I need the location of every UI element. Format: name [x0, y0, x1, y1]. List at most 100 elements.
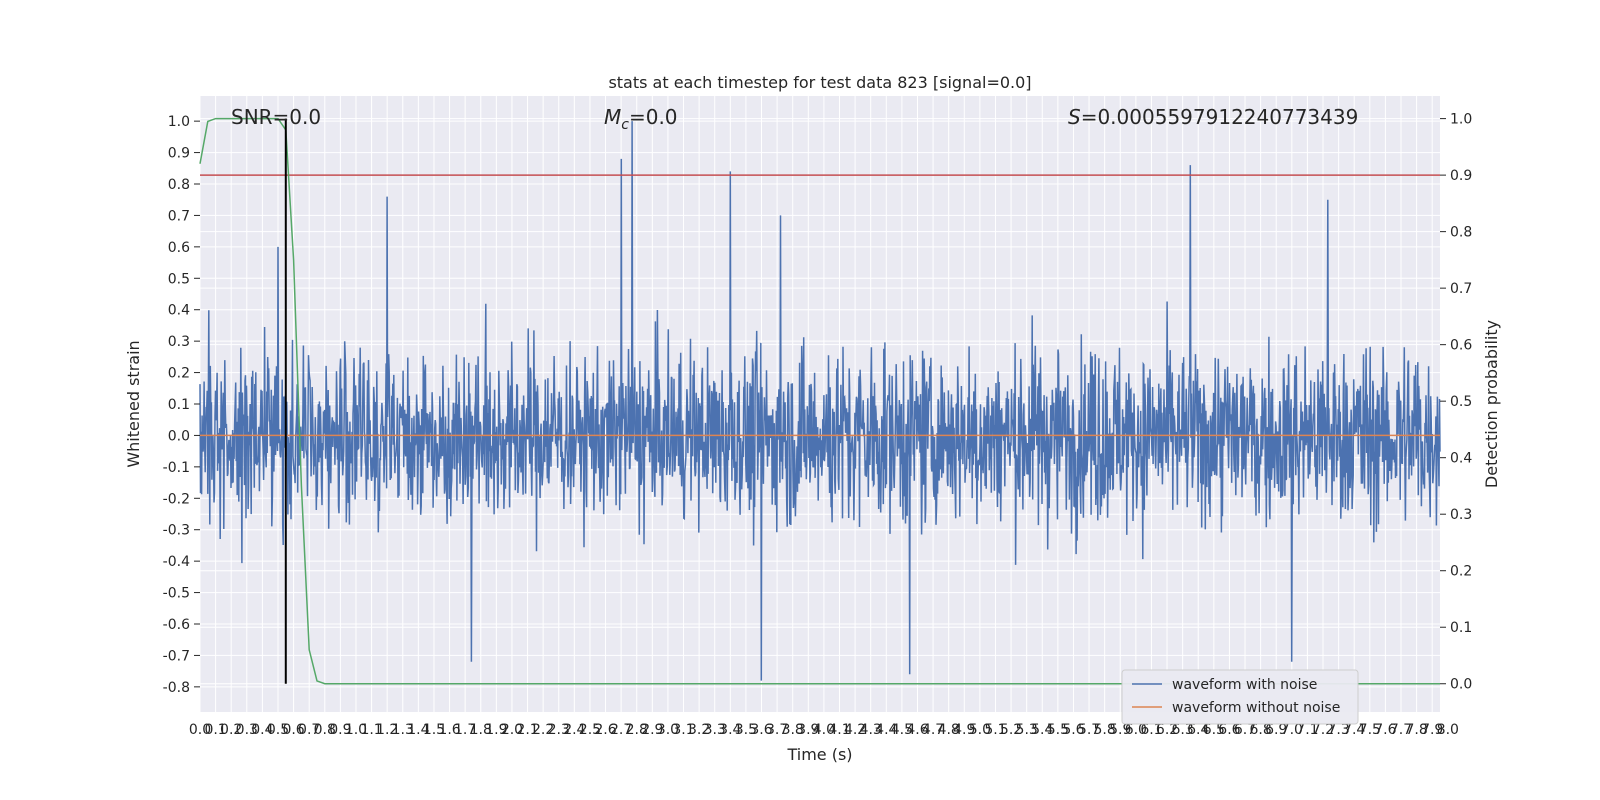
waveform-with-noise-line: [199, 121, 1441, 681]
y-tick-label: -0.6: [163, 617, 190, 633]
x-tick-label: 7.4: [1343, 722, 1365, 738]
x-tick-label: 3.2: [688, 722, 710, 738]
x-tick-label: 0.7: [298, 722, 320, 738]
x-tick-label: 5.6: [1062, 722, 1084, 738]
y2-tick-label: 0.3: [1450, 507, 1472, 523]
x-tick-label: 2.3: [548, 722, 570, 738]
x-tick-label: 1.8: [470, 722, 492, 738]
chart-title: stats at each timestep for test data 823…: [608, 73, 1031, 92]
x-tick-label: 0.9: [329, 722, 351, 738]
x-tick-label: 0.2: [220, 722, 242, 738]
x-tick-label: 2.7: [610, 722, 632, 738]
x-tick-label: 5.5: [1047, 722, 1069, 738]
x-tick-label: 3.5: [735, 722, 757, 738]
x-tick-label: 1.3: [392, 722, 414, 738]
x-tick-label: 4.8: [938, 722, 960, 738]
detection-probability-line: [199, 117, 1440, 685]
y-tick-label: -0.2: [163, 491, 190, 507]
y2-tick-label: 0.2: [1450, 564, 1472, 580]
x-tick-label: 4.0: [813, 722, 835, 738]
y-tick-label: 0.4: [168, 303, 190, 319]
legend-label-noise: waveform with noise: [1172, 677, 1317, 693]
x-tick-label: 6.3: [1172, 722, 1194, 738]
x-tick-label: 1.7: [454, 722, 476, 738]
x-tick-label: 3.9: [797, 722, 819, 738]
x-tick-label: 4.7: [922, 722, 944, 738]
y-tick-label: 0.8: [168, 177, 190, 193]
legend: waveform with noise waveform without noi…: [1121, 669, 1359, 725]
snr-annotation: SNR=0.0: [231, 105, 321, 129]
x-tick-label: 3.3: [704, 722, 726, 738]
x-tick-label: 6.7: [1234, 722, 1256, 738]
x-tick-label: 5.8: [1094, 722, 1116, 738]
x-tick-label: 2.0: [501, 722, 523, 738]
y-tick-label: -0.3: [163, 523, 190, 539]
x-tick-label: 5.2: [1000, 722, 1022, 738]
x-tick-label: 1.4: [407, 722, 429, 738]
y-tick-label: 0.9: [168, 146, 190, 162]
x-tick-label: 5.0: [969, 722, 991, 738]
chirp-mass-annotation: Mc=0.0: [604, 105, 678, 133]
x-tick-label: 7.9: [1421, 722, 1443, 738]
x-tick-label: 5.1: [984, 722, 1006, 738]
y-axis-label: Whitened strain: [124, 340, 143, 467]
x-tick-label: 0.6: [282, 722, 304, 738]
x-tick-label: 3.6: [750, 722, 772, 738]
tick-layer: 0.00.10.20.30.40.50.60.70.80.91.01.11.21…: [163, 112, 1473, 738]
x-tick-label: 0.1: [204, 722, 226, 738]
mc-value: =0.0: [629, 105, 678, 129]
y-tick-label: 0.6: [168, 240, 190, 256]
y-tick-label: 0.1: [168, 397, 190, 413]
x-tick-label: 7.3: [1327, 722, 1349, 738]
x-tick-label: 0.5: [267, 722, 289, 738]
x-axis-label: Time (s): [786, 745, 852, 764]
score-annotation: S=0.0005597912240773439: [1068, 105, 1358, 129]
mc-subscript: c: [621, 117, 629, 133]
x-tick-label: 3.0: [657, 722, 679, 738]
s-value: =0.0005597912240773439: [1081, 105, 1359, 129]
x-tick-label: 0.0: [189, 722, 211, 738]
x-tick-label: 6.2: [1156, 722, 1178, 738]
x-tick-label: 2.9: [641, 722, 663, 738]
x-tick-label: 0.4: [251, 722, 273, 738]
x-tick-label: 7.1: [1296, 722, 1318, 738]
x-tick-label: 1.5: [423, 722, 445, 738]
y-tick-label: -0.5: [163, 586, 190, 602]
y-tick-label: 0.2: [168, 366, 190, 382]
x-tick-label: 4.6: [906, 722, 928, 738]
y2-tick-label: 0.6: [1450, 338, 1472, 354]
x-tick-label: 1.0: [345, 722, 367, 738]
x-tick-label: 7.6: [1374, 722, 1396, 738]
x-tick-label: 3.4: [719, 722, 741, 738]
mc-symbol: M: [604, 105, 621, 129]
x-tick-label: 4.4: [875, 722, 897, 738]
y2-tick-label: 0.5: [1450, 394, 1472, 410]
x-tick-label: 3.8: [782, 722, 804, 738]
x-tick-label: 4.2: [844, 722, 866, 738]
x-tick-label: 1.9: [485, 722, 507, 738]
x-tick-label: 1.2: [376, 722, 398, 738]
y-tick-label: 0.7: [168, 208, 190, 224]
legend-box: [1121, 669, 1359, 725]
x-tick-label: 0.8: [314, 722, 336, 738]
x-tick-label: 2.6: [594, 722, 616, 738]
y2-tick-label: 0.0: [1450, 677, 1472, 693]
x-tick-label: 8.0: [1437, 722, 1459, 738]
x-tick-label: 6.5: [1203, 722, 1225, 738]
x-tick-label: 7.5: [1359, 722, 1381, 738]
x-tick-label: 5.7: [1078, 722, 1100, 738]
data-layer: [199, 117, 1441, 685]
x-tick-label: 2.4: [563, 722, 585, 738]
x-tick-label: 4.5: [891, 722, 913, 738]
y2-tick-label: 0.4: [1450, 451, 1472, 467]
y-tick-label: 0.0: [168, 428, 190, 444]
y2-axis-label: Detection probability: [1482, 320, 1501, 488]
x-tick-label: 0.3: [236, 722, 258, 738]
x-tick-label: 4.1: [828, 722, 850, 738]
x-tick-label: 5.3: [1016, 722, 1038, 738]
x-tick-label: 2.5: [579, 722, 601, 738]
x-tick-label: 2.1: [516, 722, 538, 738]
y-tick-label: 1.0: [168, 114, 190, 130]
x-tick-label: 3.7: [766, 722, 788, 738]
